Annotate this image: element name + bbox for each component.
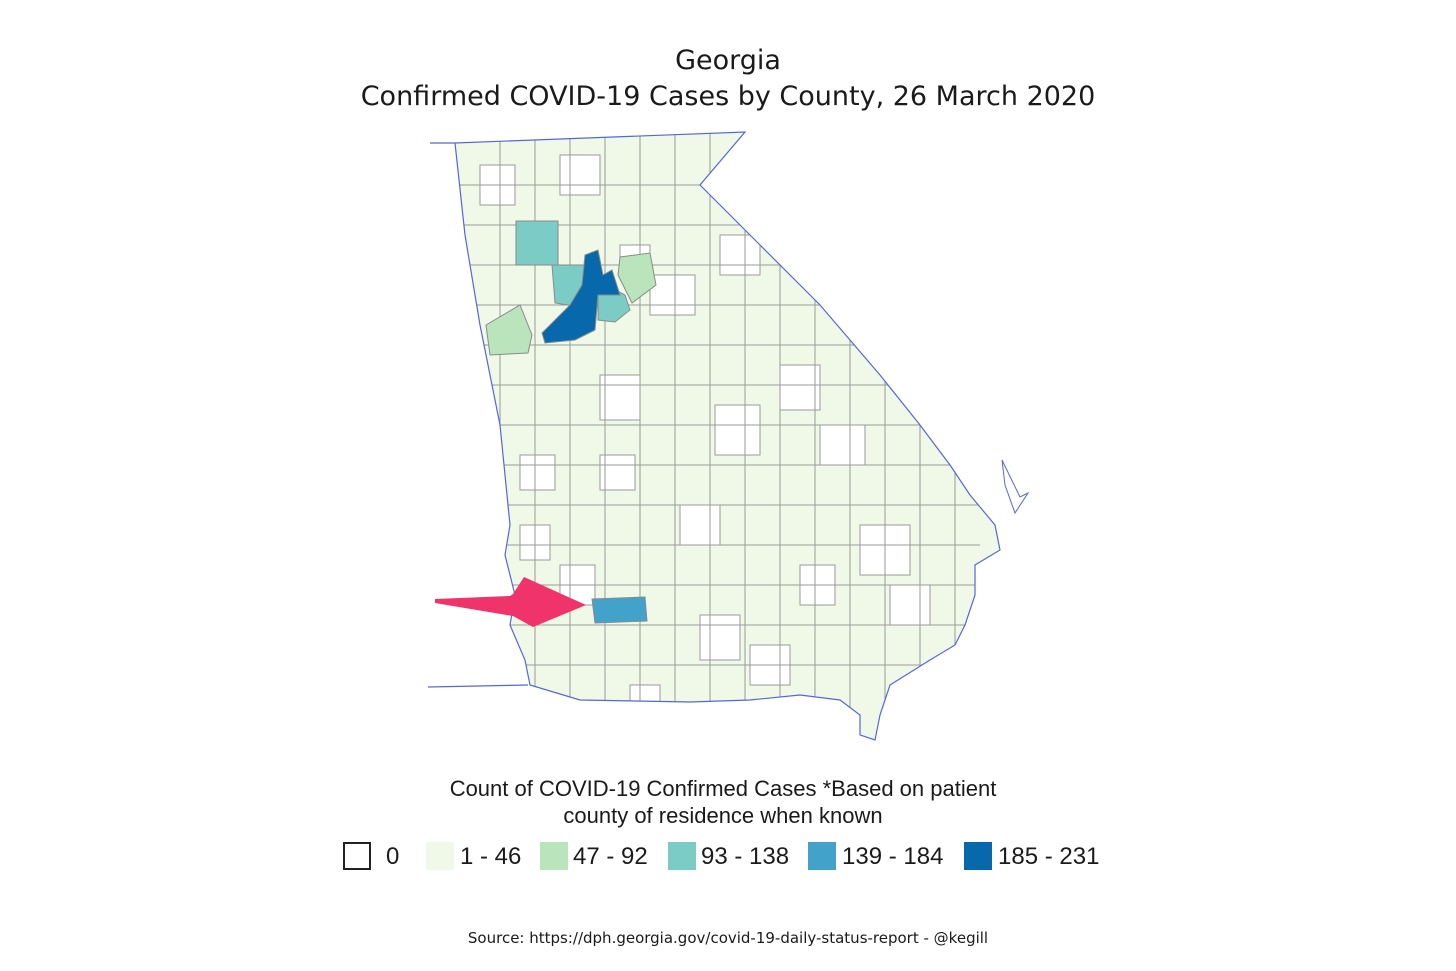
state-border-southwest	[427, 684, 529, 688]
county-zero	[599, 374, 641, 421]
county-zero	[559, 154, 601, 196]
map-subtitle: Confirmed COVID-19 Cases by County, 26 M…	[360, 81, 1096, 112]
county-93-138-north	[515, 220, 559, 266]
county-47-92-east	[617, 252, 657, 304]
county-zero	[779, 364, 821, 411]
county-185-231-atlanta	[541, 249, 621, 344]
georgia-county-map	[427, 131, 1030, 741]
legend-label-2: 47 - 92	[573, 843, 648, 870]
legend-label-4: 139 - 184	[842, 843, 944, 870]
county-zero	[649, 274, 696, 316]
county-zero	[679, 504, 721, 546]
map-title: Georgia	[675, 45, 781, 76]
legend-swatch-4	[808, 842, 836, 870]
county-zero	[719, 234, 761, 276]
legend-label-1: 1 - 46	[460, 843, 522, 870]
legend-label-0: 0	[386, 843, 400, 870]
legend-title-line2: county of residence when known	[563, 803, 883, 828]
county-139-184-south	[591, 596, 648, 624]
county-47-92-west	[485, 304, 533, 356]
county-zero	[889, 584, 931, 626]
legend-title-line1: Count of COVID-19 Confirmed Cases *Based…	[449, 776, 997, 801]
legend-swatch-3	[668, 842, 696, 870]
coastline-islands	[1001, 459, 1030, 515]
county-zero	[629, 684, 661, 706]
county-zero	[599, 454, 636, 491]
county-zero	[699, 614, 741, 661]
annotation-arrow	[435, 577, 586, 627]
legend-swatch-1	[426, 842, 454, 870]
legend-swatch-0	[343, 842, 371, 870]
legend-label-5: 185 - 231	[998, 843, 1100, 870]
county-zero	[714, 404, 761, 456]
source-credit: Source: https://dph.georgia.gov/covid-19…	[467, 929, 989, 947]
legend-swatch-5	[964, 842, 992, 870]
legend: 0 1 - 46 47 - 92 93 - 138 139 - 184 185 …	[0, 842, 1456, 874]
legend-label-3: 93 - 138	[701, 843, 790, 870]
legend-swatch-2	[540, 842, 568, 870]
county-zero	[519, 454, 556, 491]
county-zero	[819, 424, 866, 466]
